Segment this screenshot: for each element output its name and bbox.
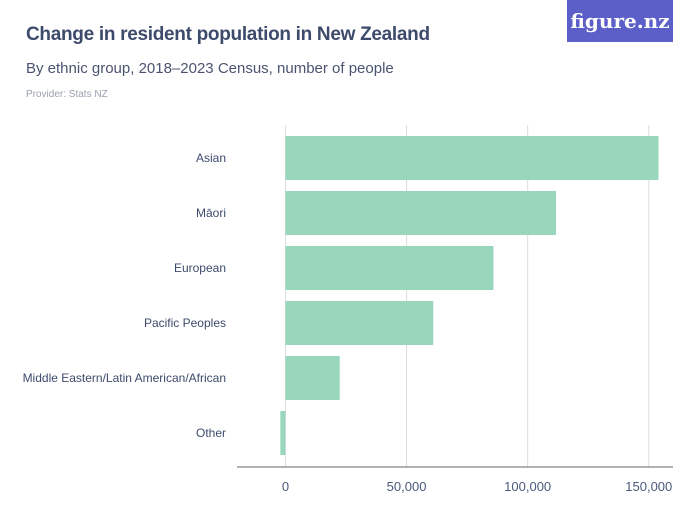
x-tick-label: 150,000 xyxy=(625,479,672,494)
category-label: Māori xyxy=(196,206,226,220)
provider-text: Provider: Stats NZ xyxy=(26,89,108,100)
chart-title: Change in resident population in New Zea… xyxy=(26,24,430,45)
bar xyxy=(285,301,434,345)
bar xyxy=(280,411,286,455)
category-label: Asian xyxy=(196,151,226,165)
category-label: European xyxy=(174,261,226,275)
x-tick-label: 50,000 xyxy=(387,479,427,494)
bar xyxy=(285,191,557,235)
bar xyxy=(285,136,659,180)
bar xyxy=(285,356,340,400)
x-tick-label: 0 xyxy=(282,479,289,494)
category-label: Pacific Peoples xyxy=(144,316,226,330)
figure-nz-logo[interactable]: figure.nz xyxy=(567,0,673,42)
chart-subtitle: By ethnic group, 2018–2023 Census, numbe… xyxy=(26,60,394,77)
bar xyxy=(285,246,494,290)
category-label: Middle Eastern/Latin American/African xyxy=(23,371,226,385)
category-label: Other xyxy=(196,426,226,440)
x-tick-label: 100,000 xyxy=(504,479,551,494)
